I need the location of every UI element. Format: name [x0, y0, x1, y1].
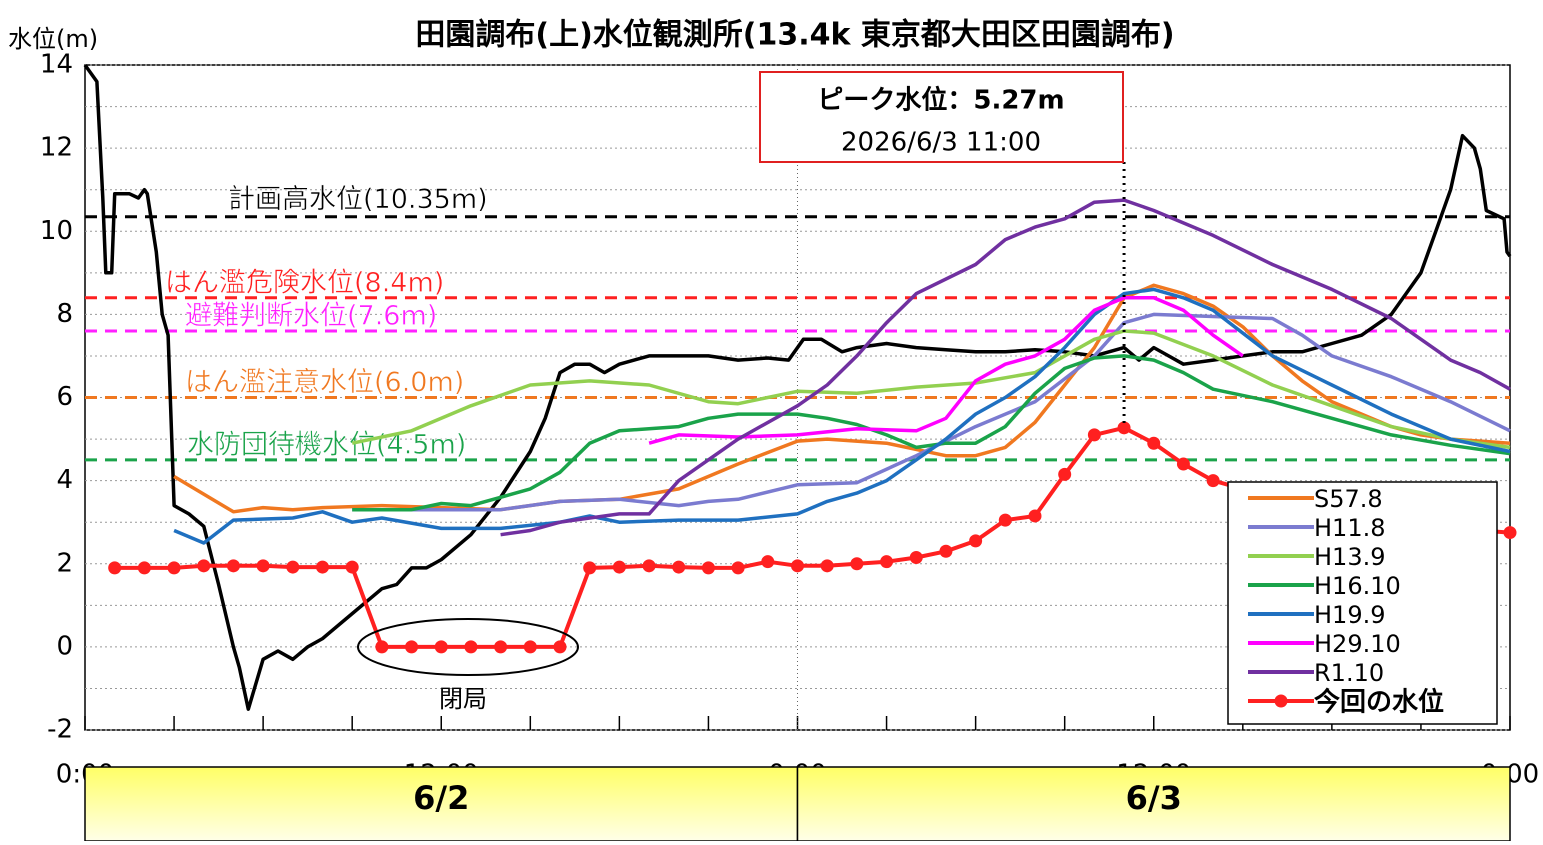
series-line	[352, 312, 1511, 512]
closed-ellipse	[357, 618, 579, 676]
series-marker	[553, 640, 567, 654]
series-marker	[316, 560, 329, 574]
y-tick-label: 8	[56, 299, 73, 329]
series-marker	[108, 561, 122, 575]
series-marker	[791, 559, 804, 573]
series-line	[500, 198, 1511, 537]
series-marker	[1058, 467, 1072, 481]
legend-label: H13.9	[1314, 543, 1385, 571]
series-line	[648, 296, 1244, 445]
y-tick-label: -2	[47, 715, 73, 745]
y-tick-label: 0	[56, 631, 73, 661]
y-tick-label: 10	[40, 216, 73, 246]
legend-label: H29.10	[1314, 630, 1401, 658]
series-marker	[969, 534, 983, 548]
series-marker	[909, 551, 923, 565]
series-marker	[1147, 436, 1161, 450]
date-label: 6/3	[1126, 779, 1182, 817]
series-marker	[642, 559, 656, 573]
series-marker	[672, 560, 686, 574]
series-marker	[701, 561, 715, 575]
series-line	[352, 354, 1511, 512]
legend-label: H11.8	[1314, 514, 1385, 542]
series-marker	[998, 513, 1012, 527]
series-marker	[197, 559, 211, 573]
series-marker	[405, 640, 419, 654]
chart-title: 田園調布(上)水位観測所(13.4k 東京都大田区田園調布)	[415, 18, 1174, 53]
series-marker	[434, 640, 448, 654]
series-marker	[731, 561, 745, 575]
peak-box	[759, 71, 1124, 163]
reference-label: 避難判断水位(7.6m)	[185, 301, 437, 332]
y-tick-label: 2	[56, 548, 73, 578]
series-marker	[850, 557, 864, 571]
y-tick-label: 12	[40, 133, 73, 163]
series-marker	[761, 555, 775, 569]
series-marker	[1028, 509, 1042, 523]
series-marker	[464, 640, 478, 654]
series-marker	[345, 560, 359, 574]
legend-label: H19.9	[1314, 601, 1385, 629]
series-marker	[137, 561, 151, 575]
series-marker	[494, 640, 508, 654]
closed-label: 閉局	[439, 685, 487, 713]
y-tick-label: 14	[40, 50, 73, 80]
series-marker	[939, 544, 953, 558]
series-marker	[1206, 474, 1220, 488]
series-marker	[612, 560, 626, 574]
series-marker	[375, 640, 389, 654]
reference-label: はん濫注意水位(6.0m)	[185, 367, 464, 398]
series-marker	[1117, 421, 1131, 435]
legend-label: S57.8	[1314, 485, 1383, 513]
series-marker	[256, 559, 270, 573]
series-marker	[167, 561, 181, 575]
series-marker	[286, 560, 300, 574]
series-marker	[820, 559, 834, 573]
series-marker	[226, 559, 240, 573]
date-band	[84, 766, 799, 842]
series-marker	[1503, 526, 1517, 540]
reference-label: 計画高水位(10.35m)	[228, 184, 488, 215]
series-marker	[583, 561, 597, 575]
y-tick-label: 6	[56, 382, 73, 412]
series-marker	[523, 640, 537, 654]
series-line	[83, 63, 1512, 711]
date-label: 6/2	[413, 779, 469, 817]
reference-label: 水防団待機水位(4.5m)	[187, 429, 466, 460]
peak-text: ピーク水位：5.27m	[817, 85, 1064, 116]
legend-marker	[1274, 694, 1288, 708]
series-marker	[1176, 457, 1190, 471]
legend-label: 今回の水位	[1314, 687, 1444, 718]
y-tick-label: 4	[56, 465, 73, 495]
series-line	[351, 329, 1511, 450]
series-marker	[1087, 428, 1101, 442]
series-line	[173, 287, 1511, 545]
reference-label: はん濫危険水位(8.4m)	[165, 267, 444, 298]
legend-label: R1.10	[1314, 659, 1384, 687]
y-axis-label: 水位(m)	[8, 25, 98, 53]
peak-text: 2026/6/3 11:00	[841, 128, 1041, 158]
legend-box	[1227, 481, 1498, 725]
legend-label: H16.10	[1314, 572, 1401, 600]
series-marker	[880, 555, 894, 569]
date-band	[796, 766, 1511, 842]
